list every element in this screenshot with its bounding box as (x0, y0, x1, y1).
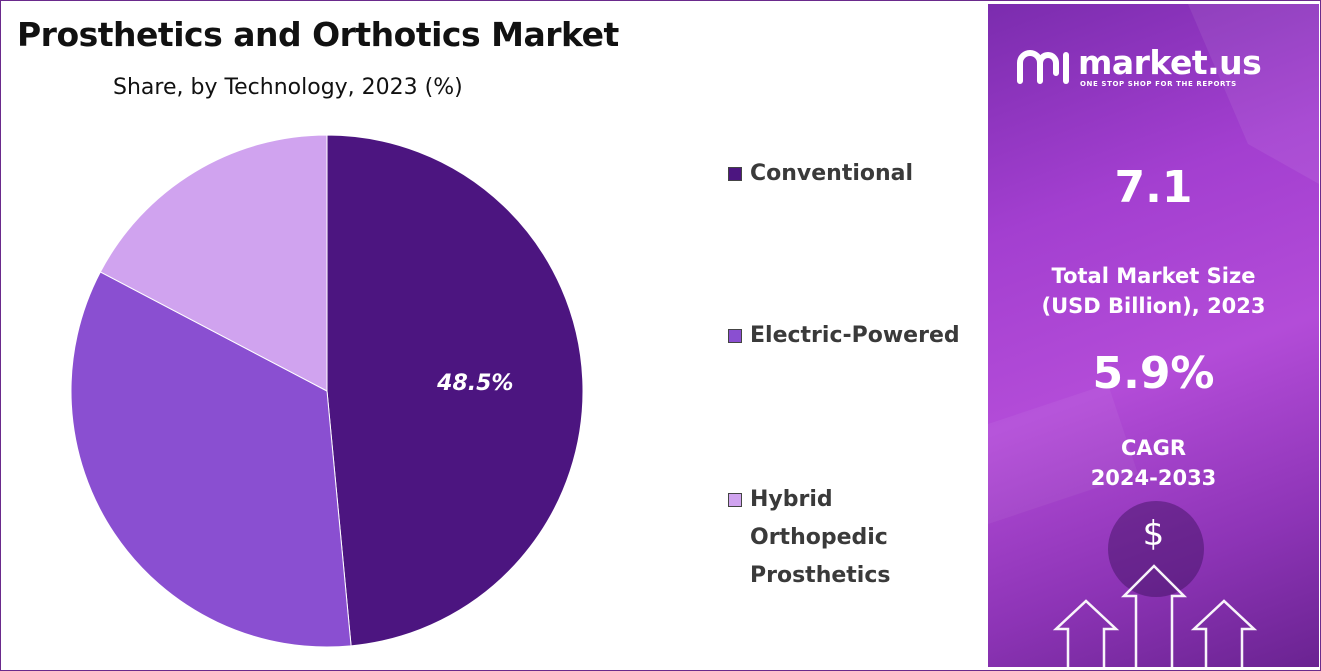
legend-item-conventional: Conventional (728, 155, 978, 193)
pie-chart: 48.5% (70, 134, 584, 648)
legend-item-electric-powered: Electric-Powered (728, 317, 978, 355)
chart-subtitle: Share, by Technology, 2023 (%) (113, 75, 463, 100)
market-size-label-line1: Total Market Size (1051, 264, 1256, 288)
summary-panel: market.us ONE STOP SHOP FOR THE REPORTS … (988, 4, 1319, 667)
chart-title: Prosthetics and Orthotics Market (17, 15, 619, 54)
legend-label: Hybrid Orthopedic Prosthetics (750, 487, 891, 588)
data-label: 48.5% (436, 371, 513, 396)
market-us-logo: market.us ONE STOP SHOP FOR THE REPORTS (1014, 43, 1262, 88)
cagr-label-line1: CAGR (1120, 436, 1187, 460)
cagr-value: 5.9% (1092, 348, 1215, 399)
pie-slice-conventional (326, 134, 584, 647)
market-us-logo-icon (1017, 50, 1069, 84)
legend-swatch (728, 167, 742, 181)
pie-slice-electric-powered (70, 271, 352, 648)
legend-label: Electric-Powered (750, 323, 960, 348)
logo-name: market.us (1078, 43, 1262, 82)
legend-swatch (728, 493, 742, 507)
pie-slice-hybrid-orthopedic-prosthetics (99, 134, 328, 392)
panel-background (988, 4, 1319, 667)
legend-item-hybrid-orthopedic-prosthetics: Hybrid Orthopedic Prosthetics (728, 481, 918, 595)
legend-label: Conventional (750, 161, 914, 186)
market-size-label-line2: (USD Billion), 2023 (1041, 294, 1266, 318)
cagr-label-line2: 2024-2033 (1090, 466, 1217, 490)
dollar-icon: $ (1142, 514, 1165, 554)
logo-tagline: ONE STOP SHOP FOR THE REPORTS (1080, 80, 1237, 88)
legend-swatch (728, 329, 742, 343)
market-size-value: 7.1 (1114, 162, 1193, 213)
up-arrows-icon (1052, 564, 1258, 667)
